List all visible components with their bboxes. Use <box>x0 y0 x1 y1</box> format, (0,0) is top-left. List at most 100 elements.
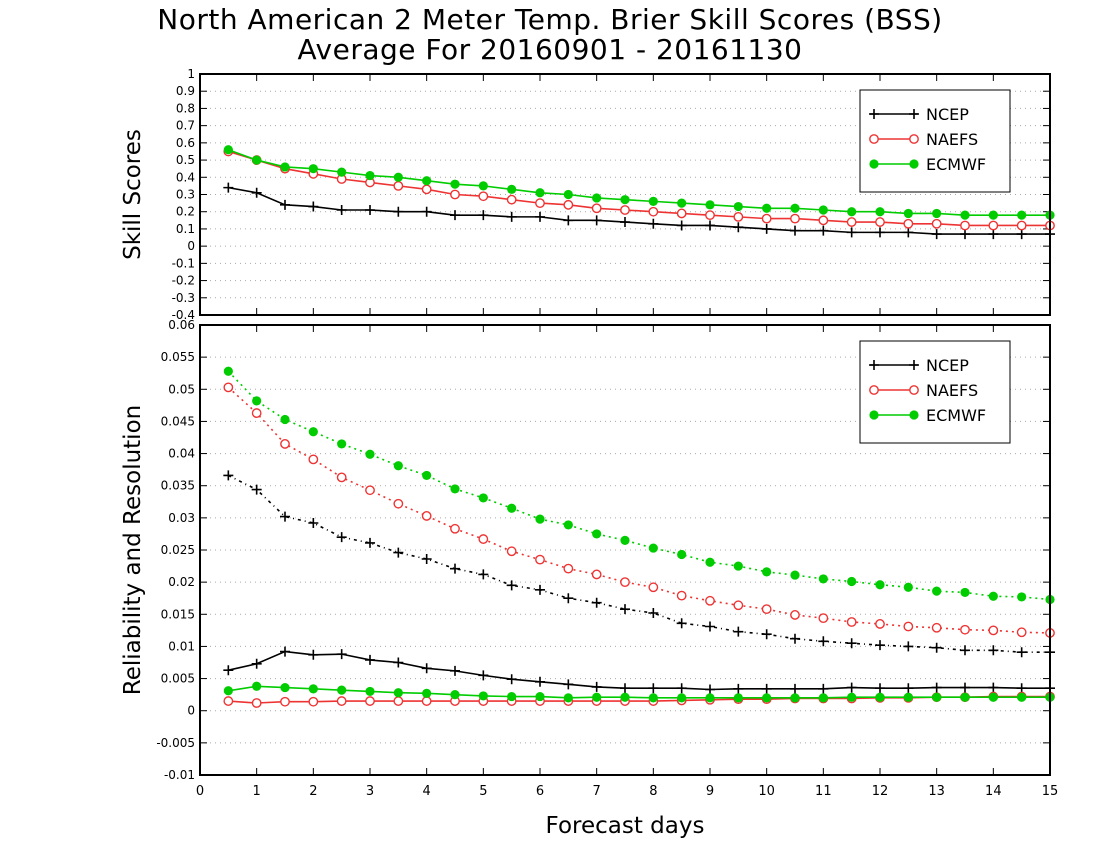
data-point-ncep <box>506 580 517 591</box>
data-point-naefs <box>761 213 772 224</box>
data-point-ncep <box>308 649 319 660</box>
data-point-naefs <box>960 624 970 635</box>
data-point-ecmwf <box>733 201 743 212</box>
data-point-ecmwf <box>705 557 715 567</box>
data-point-ncep <box>450 665 460 676</box>
data-point-ncep <box>846 638 857 649</box>
data-point-ecmwf <box>960 587 970 598</box>
data-point-naefs <box>336 472 347 483</box>
data-point-ncep <box>563 593 574 604</box>
chart-title: North American 2 Meter Temp. Brier Skill… <box>157 3 943 36</box>
data-point-naefs <box>478 534 489 544</box>
data-point-naefs <box>1016 627 1027 638</box>
data-point-naefs <box>960 220 970 231</box>
x-tick-label: 1 <box>253 784 261 799</box>
data-point-ncep <box>365 204 375 215</box>
data-point-ncep <box>960 682 970 693</box>
data-point-ecmwf <box>422 470 432 481</box>
data-point-ecmwf <box>762 693 772 703</box>
panel-1: 1 0.9 0.8 0.7 0.6 0.5 0.4 0.3 0.2 0.1 0 -0.1 -0.2 -0.… <box>120 67 1055 322</box>
data-point-ncep <box>988 682 999 693</box>
data-point-ecmwf <box>337 439 347 449</box>
data-point-ncep <box>591 215 602 226</box>
data-point-ecmwf <box>393 172 403 182</box>
data-point-naefs <box>903 218 914 229</box>
data-point-ncep <box>676 683 687 694</box>
data-point-ecmwf <box>223 686 233 696</box>
y-tick-label: 1 <box>187 67 195 81</box>
data-point-ncep <box>733 222 744 233</box>
data-point-ncep <box>393 547 404 558</box>
data-point-naefs <box>421 184 432 195</box>
data-point-ecmwf <box>365 449 375 459</box>
legend-marker-naefs <box>909 385 919 395</box>
data-point-ecmwf <box>422 176 432 186</box>
data-point-ecmwf <box>733 693 743 703</box>
data-point-ncep <box>676 618 687 629</box>
data-point-ncep <box>251 187 262 198</box>
data-point-naefs <box>761 604 772 615</box>
data-point-naefs <box>648 206 659 217</box>
y-tick-label: 0.3 <box>176 188 195 202</box>
legend-label-ncep: NCEP <box>926 105 969 124</box>
data-point-ecmwf <box>677 549 687 560</box>
data-point-ncep <box>280 199 290 210</box>
data-point-naefs <box>563 563 574 574</box>
data-point-naefs <box>365 696 375 706</box>
data-point-ncep <box>450 563 460 574</box>
plot-frame <box>199 324 1051 776</box>
data-point-ecmwf <box>705 200 715 210</box>
legend-marker-ecmwf <box>909 410 919 420</box>
data-point-naefs <box>336 696 347 706</box>
x-tick-label: 14 <box>985 784 1002 799</box>
data-point-ecmwf <box>677 198 687 208</box>
data-point-ecmwf <box>337 685 347 695</box>
data-point-ncep <box>705 220 715 231</box>
y-tick-label: 0.02 <box>168 575 195 589</box>
data-point-ecmwf <box>393 688 403 698</box>
data-point-ecmwf <box>932 208 942 219</box>
data-point-ncep <box>308 201 319 212</box>
data-point-ncep <box>790 225 800 236</box>
data-point-naefs <box>875 619 885 629</box>
data-point-ecmwf <box>563 693 573 703</box>
data-point-ecmwf <box>592 529 602 539</box>
data-point-ecmwf <box>960 692 970 702</box>
data-point-ecmwf <box>308 684 318 694</box>
data-point-ncep <box>280 511 290 522</box>
data-point-ecmwf <box>988 591 998 601</box>
data-point-ncep <box>960 229 970 240</box>
data-point-ecmwf <box>365 686 375 697</box>
data-point-ecmwf <box>960 210 970 220</box>
data-point-naefs <box>846 217 857 227</box>
data-point-ncep <box>336 532 347 543</box>
data-point-ecmwf <box>903 692 913 702</box>
x-tick-label: 12 <box>872 784 889 799</box>
data-point-ecmwf <box>932 692 942 702</box>
x-tick-label: 11 <box>815 784 832 799</box>
legend-marker-naefs <box>909 134 919 144</box>
data-point-ecmwf <box>535 691 545 702</box>
data-point-ncep <box>875 683 885 694</box>
data-point-ecmwf <box>790 203 800 213</box>
data-point-ncep <box>421 554 432 564</box>
data-point-ecmwf <box>308 164 318 174</box>
data-point-naefs <box>393 696 404 706</box>
x-tick-label: 0 <box>196 784 204 799</box>
legend-box <box>859 89 1011 193</box>
data-point-ecmwf <box>280 414 290 425</box>
data-point-ncep <box>931 682 942 693</box>
data-point-naefs <box>846 617 857 627</box>
data-point-ecmwf <box>648 196 658 206</box>
data-point-naefs <box>620 205 630 215</box>
x-tick-label: 5 <box>479 784 487 799</box>
data-point-naefs <box>676 208 687 219</box>
y-tick-label: 0.9 <box>176 84 195 98</box>
legend: NCEP NAEFS ECMWF <box>859 89 1011 193</box>
data-point-ncep <box>251 658 262 669</box>
data-point-ncep <box>223 182 234 193</box>
data-point-naefs <box>280 439 290 449</box>
x-tick-label: 2 <box>309 784 317 799</box>
x-axis-label: Forecast days <box>546 813 705 839</box>
